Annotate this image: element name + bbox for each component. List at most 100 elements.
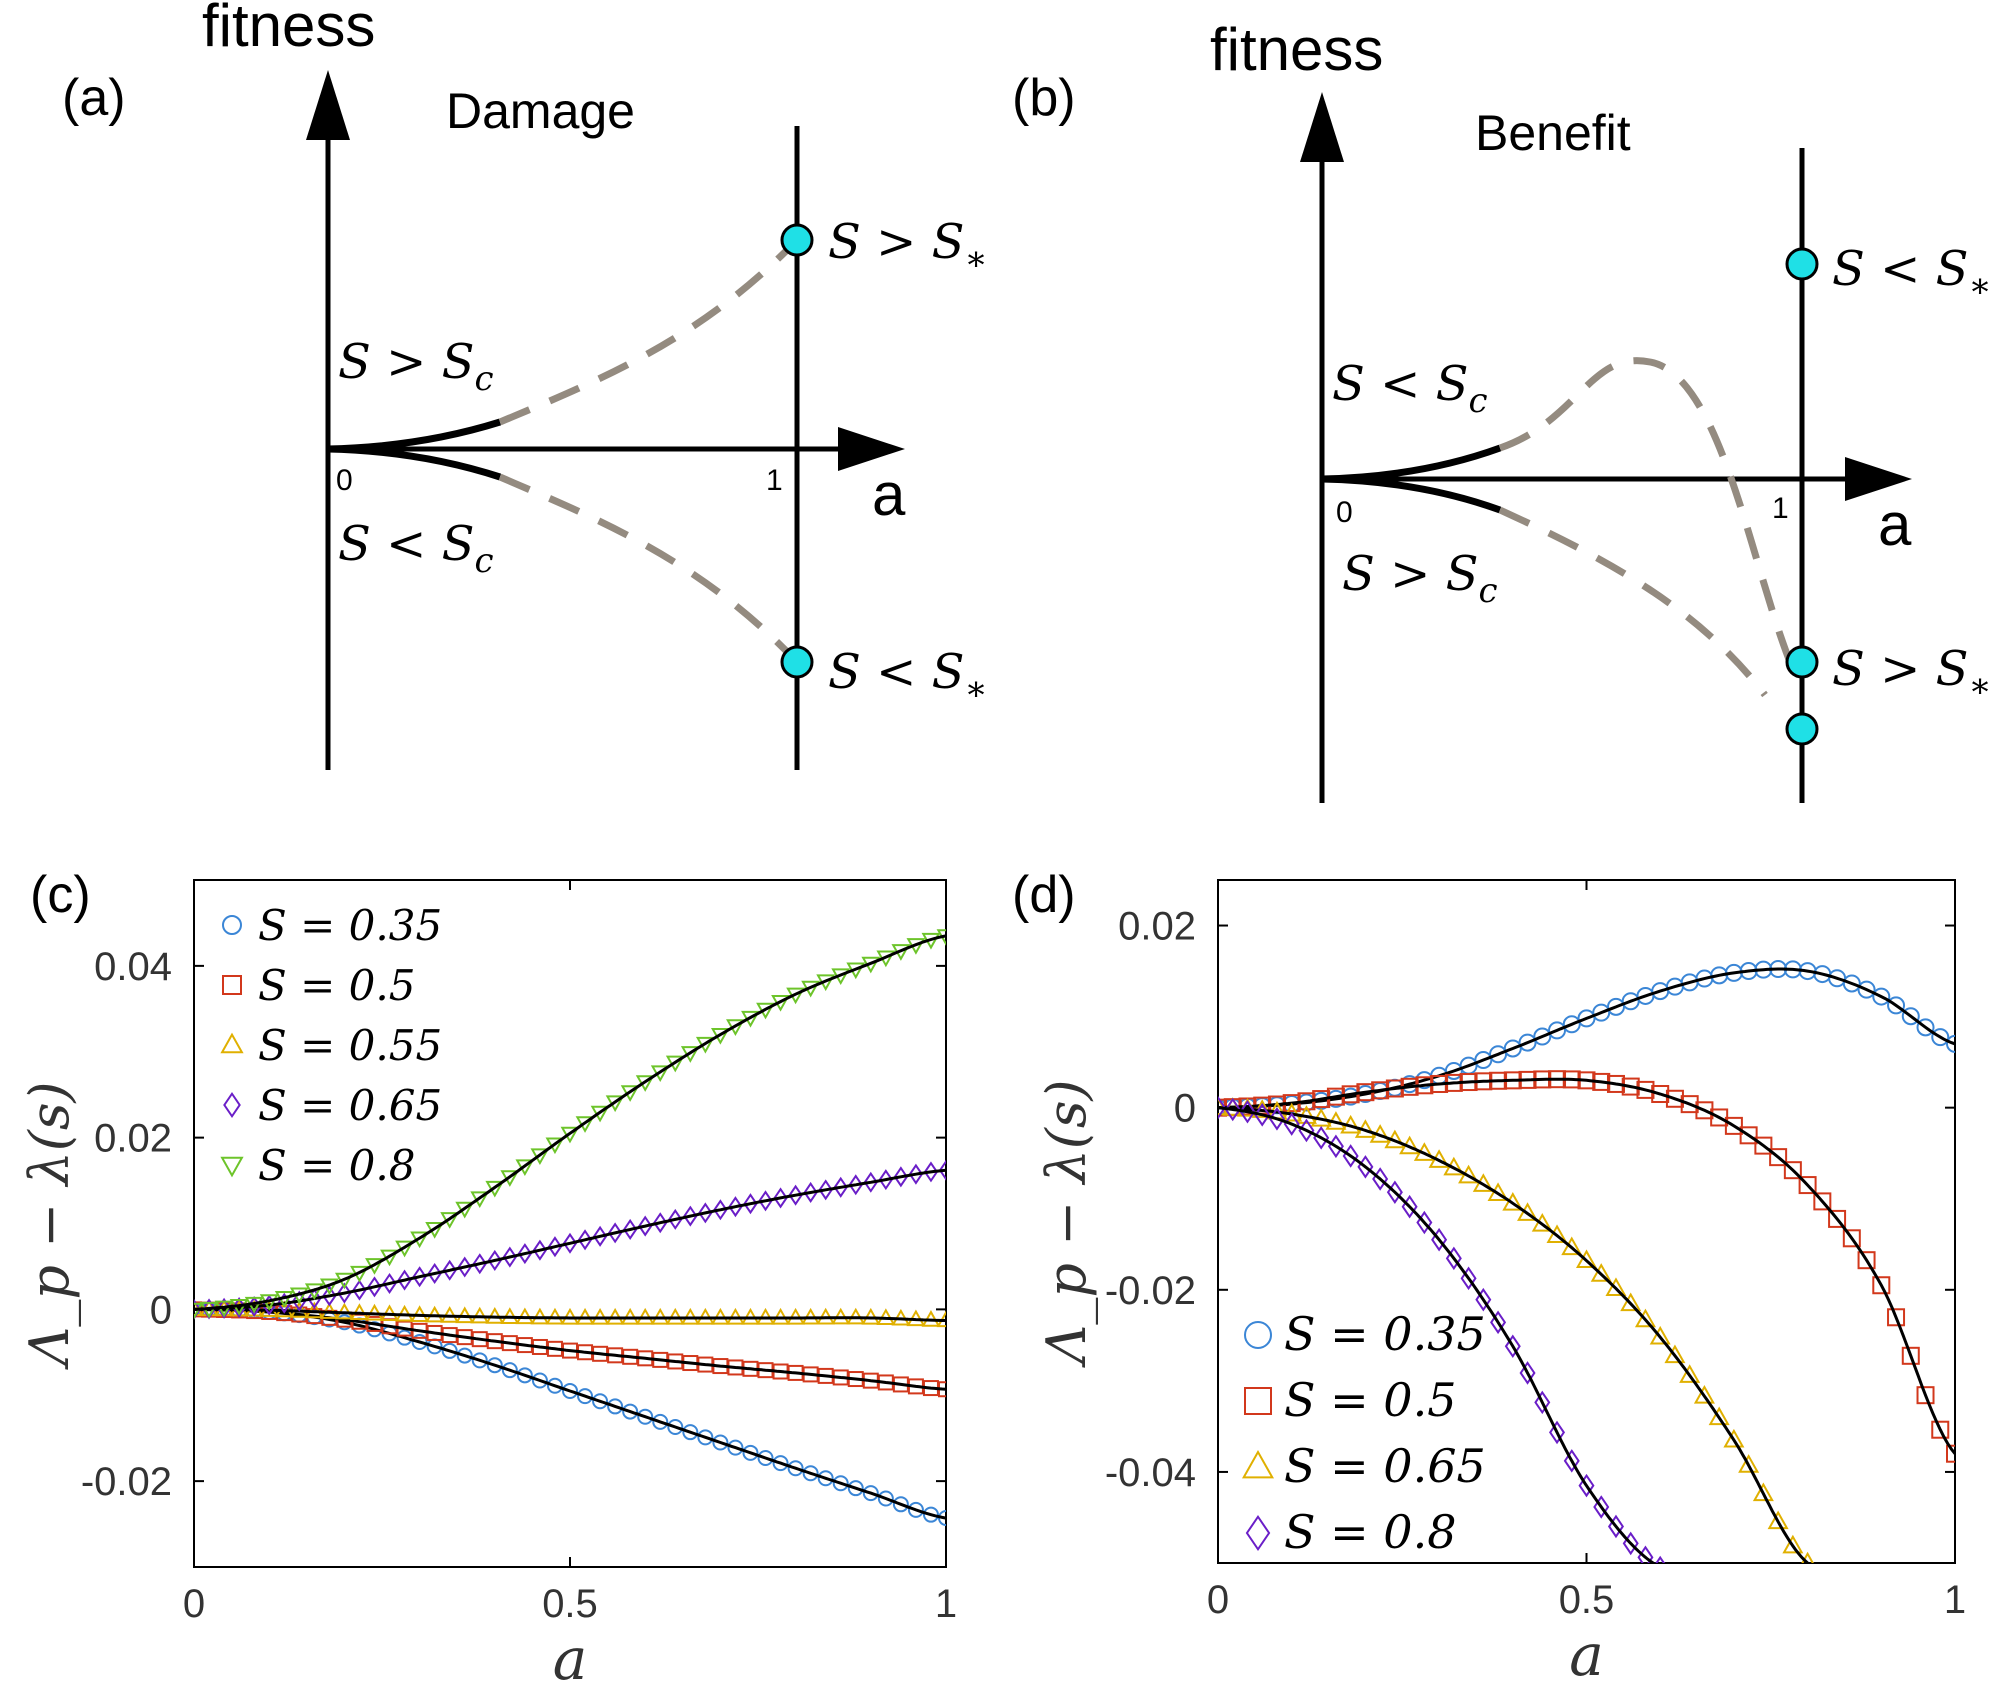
- series-3-marker: [562, 1232, 578, 1254]
- series-4-fit-line: [194, 934, 946, 1311]
- series-3-marker: [457, 1256, 472, 1278]
- series-0-marker: [697, 1429, 714, 1446]
- panel-c: (c) 0 0.5 1 -0.02 0 0.02 0.04 a Λ_p − λ(s) S = 0.…: [18, 866, 957, 1689]
- series-0-marker: [757, 1450, 774, 1467]
- series-0-marker: [847, 1480, 864, 1497]
- series-2-marker: [1723, 1428, 1745, 1448]
- series-3-marker: [472, 1253, 487, 1275]
- x-tick-label: 0.5: [1559, 1578, 1615, 1622]
- series-1-marker: [1916, 1386, 1935, 1405]
- series-3-marker: [773, 1187, 788, 1209]
- series-3-marker: [427, 1262, 442, 1285]
- series-1-marker: [1887, 1308, 1906, 1327]
- series-3-marker: [1534, 1390, 1551, 1415]
- series-0-marker: [727, 1439, 744, 1456]
- series-0-marker: [1946, 1034, 1955, 1053]
- series-3-marker: [758, 1190, 773, 1212]
- panel-b-endpoint-mid: [1785, 645, 1819, 679]
- series-3-marker: [547, 1236, 563, 1258]
- legend-1-marker: [222, 975, 242, 995]
- series-3-marker: [502, 1246, 517, 1268]
- legend-2-marker: [220, 1032, 244, 1054]
- series-3-marker: [623, 1218, 638, 1240]
- series-0-marker: [802, 1465, 819, 1482]
- legend: S = 0.35 S = 0.5 S = 0.65 S = 0.8: [1241, 1307, 1486, 1559]
- series-3-marker: [577, 1229, 593, 1251]
- x-tick-label: 1: [935, 1582, 957, 1626]
- series-0-marker: [1842, 974, 1861, 993]
- series-3-marker: [878, 1169, 893, 1191]
- series-1-marker: [1724, 1116, 1743, 1135]
- panel-b-label: (b): [1012, 69, 1076, 127]
- series-3-marker: [908, 1163, 924, 1185]
- legend-2-label: S = 0.55: [258, 1021, 442, 1070]
- series-3-marker: [337, 1282, 352, 1304]
- series-0-marker: [546, 1377, 563, 1394]
- panel-b-a-arrowhead: [1845, 457, 1912, 501]
- series-3-marker: [412, 1266, 427, 1288]
- panel-b-tick-0: 0: [1336, 496, 1353, 529]
- legend-1-marker: [1244, 1387, 1272, 1415]
- series-0-marker: [531, 1372, 548, 1389]
- y-tick-label: -0.02: [1105, 1269, 1196, 1313]
- series-3-marker: [382, 1272, 397, 1295]
- series-3-marker: [848, 1174, 863, 1196]
- panel-b-yaxis-label: fitness: [1210, 16, 1383, 83]
- series-0-marker: [817, 1470, 834, 1487]
- series-2-marker: [1752, 1482, 1774, 1502]
- series-0-marker: [486, 1357, 503, 1374]
- series-1-marker: [1842, 1229, 1861, 1248]
- x-axis-label: a: [553, 1625, 588, 1689]
- series-2-marker: [1801, 1551, 1814, 1563]
- panel-a: (a) fitness Damage a 0 1 S > Sc S < Sc S…: [62, 0, 988, 770]
- series-3-marker: [1549, 1420, 1566, 1445]
- series-0-marker: [892, 1496, 909, 1513]
- panel-a-fitness-arrowhead: [306, 70, 350, 140]
- panel-a-tick-1: 1: [766, 464, 783, 497]
- series-1-marker: [1798, 1176, 1817, 1195]
- series-3-marker: [1239, 1099, 1256, 1124]
- panel-b-end-lower-label: S > S∗: [1832, 641, 1992, 706]
- series-0-marker: [501, 1362, 518, 1379]
- panel-b-tick-1: 1: [1772, 492, 1789, 525]
- series-0-marker: [1857, 980, 1876, 999]
- legend-4-marker: [220, 1156, 244, 1178]
- panel-a-branch-lower: [327, 445, 502, 481]
- series-2-marker: [1679, 1364, 1701, 1383]
- legend-3-label: S = 0.8: [1284, 1505, 1456, 1559]
- series-3-marker: [728, 1196, 743, 1218]
- series-0-marker: [772, 1455, 789, 1472]
- panel-c-label: (c): [30, 866, 91, 924]
- series-0-marker: [787, 1460, 804, 1477]
- series-3-marker: [1563, 1449, 1580, 1473]
- series-2-marker: [1767, 1510, 1789, 1530]
- panel-b-dashed-lower: [1498, 506, 1768, 698]
- series-3-marker: [442, 1259, 457, 1281]
- series-3-marker: [322, 1285, 337, 1307]
- series-3-marker: [1224, 1097, 1241, 1122]
- legend-4-label: S = 0.8: [258, 1141, 415, 1190]
- series-0-marker: [607, 1398, 624, 1415]
- y-tick-label: 0.02: [94, 1117, 172, 1161]
- legend-1-label: S = 0.5: [1284, 1373, 1456, 1427]
- series-3-marker: [698, 1202, 713, 1224]
- x-axis-label: a: [1569, 1621, 1604, 1689]
- series-0-marker: [862, 1485, 879, 1502]
- series-3-marker: [487, 1249, 502, 1271]
- panel-a-endpoint-lower: [780, 645, 814, 679]
- series-2-marker: [1605, 1277, 1627, 1297]
- series-3-marker: [517, 1243, 533, 1265]
- series-3-marker: [1490, 1310, 1507, 1335]
- panel-a-branch-upper: [327, 418, 502, 453]
- series-3-marker: [1655, 1555, 1666, 1563]
- series-3-marker: [307, 1288, 322, 1310]
- y-tick-label: 0: [150, 1288, 172, 1332]
- series-3-marker: [1283, 1112, 1300, 1136]
- series-3-fit-line: [194, 1168, 946, 1311]
- series-0-marker: [1887, 996, 1906, 1015]
- series-3-marker: [607, 1222, 623, 1244]
- series-0-marker: [516, 1367, 533, 1384]
- panel-a-xaxis-label: a: [872, 461, 906, 528]
- series-0-marker: [1931, 1028, 1950, 1047]
- series-2-marker: [1738, 1454, 1760, 1473]
